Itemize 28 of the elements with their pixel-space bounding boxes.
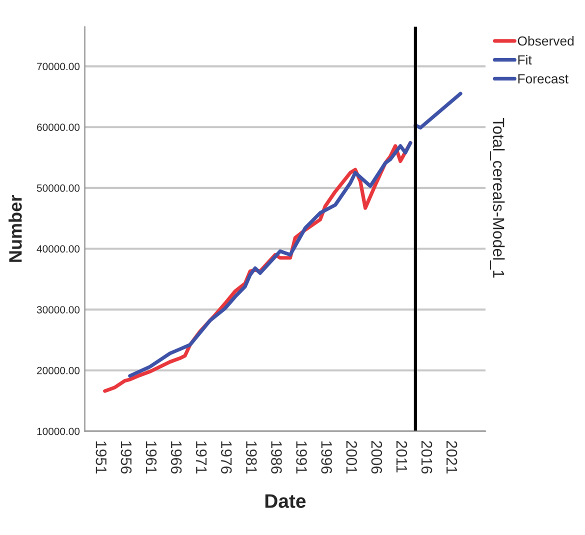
x-tick-label: 1956 <box>120 441 132 474</box>
x-tick-label: 2016 <box>421 441 432 474</box>
x-tick-label: 1981 <box>246 441 257 474</box>
x-tick-label: 1976 <box>220 441 232 474</box>
y-tick-label: 60000.00 <box>37 124 80 131</box>
x-tick-label: 2006 <box>371 441 382 474</box>
y-tick-label: 20000.00 <box>37 366 80 374</box>
legend-label: Observed <box>518 36 574 46</box>
x-tick-label: 2001 <box>346 441 358 474</box>
x-tick-label: 1966 <box>170 441 182 474</box>
x-tick-label: 1986 <box>271 441 282 474</box>
y-axis-title: Number <box>8 195 22 262</box>
legend-label: Fit <box>518 54 532 65</box>
y-tick-label: 40000.00 <box>36 245 80 253</box>
y-tick-label: 70000.00 <box>37 62 80 70</box>
x-tick-label: 2021 <box>446 441 458 474</box>
x-tick-label: 1991 <box>296 441 307 474</box>
text: Total_cereals-Model_1 <box>490 118 505 278</box>
y-tick-label: 10000.00 <box>37 428 80 436</box>
x-tick-label: 1951 <box>96 441 107 474</box>
x-tick-label: 1971 <box>196 441 207 474</box>
y-tick-label: 30000.00 <box>36 306 80 314</box>
legend-label: Forecast <box>518 74 568 84</box>
x-axis-title: Date <box>265 494 306 508</box>
x-tick-label: 2011 <box>396 441 408 472</box>
x-tick-label: 1996 <box>321 441 332 474</box>
x-tick-label: 1961 <box>146 441 157 474</box>
y-tick-label: 50000.00 <box>36 184 80 192</box>
